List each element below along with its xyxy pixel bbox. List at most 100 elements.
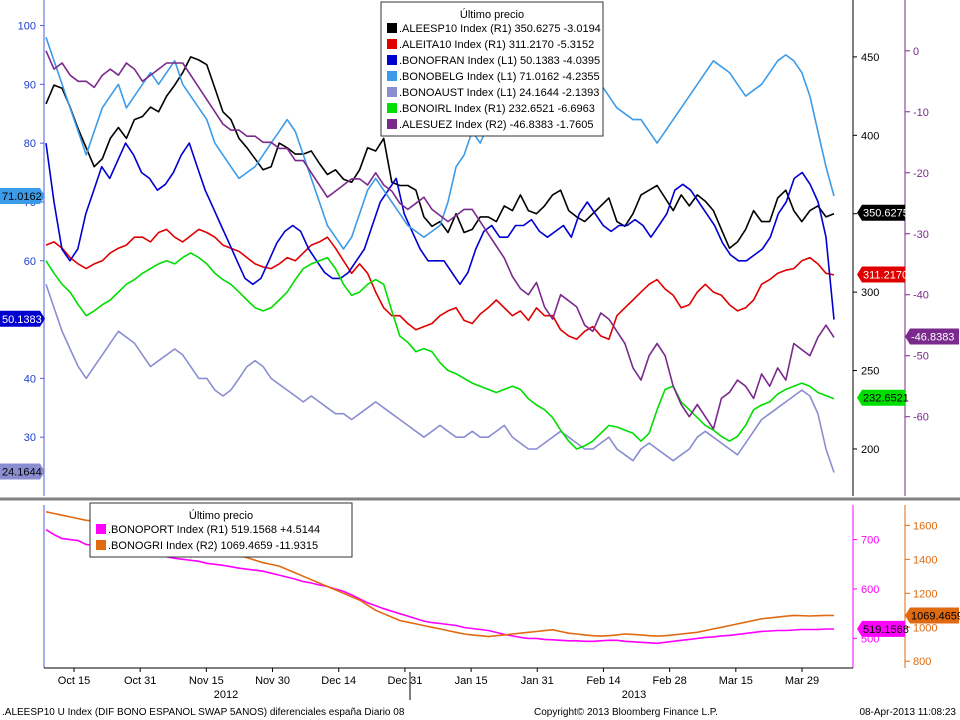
right1-axis-tick-label: 250 <box>861 366 879 378</box>
tick-labels: 30405060708090100200250300350400450-60-5… <box>18 21 938 701</box>
x-axis-tick-label: Oct 15 <box>58 675 90 687</box>
x-axis-tick-label: Nov 30 <box>255 675 290 687</box>
top-panel-series <box>45 37 835 473</box>
legend-entry-label: .BONOPORT Index (R1) 519.1568 +4.5144 <box>108 524 320 536</box>
last-value-tag: -46.8383 <box>905 328 959 345</box>
right2-axis-tick-label: -20 <box>913 168 929 180</box>
legend-swatch <box>387 55 397 65</box>
bottom-right2-axis-tick-label: 1600 <box>913 520 937 532</box>
legend-entry-label: .ALESUEZ Index (R2) -46.8383 -1.7605 <box>399 119 593 131</box>
bottom-right2-axis-tick-label: 1400 <box>913 554 937 566</box>
footer-source: .ALEESP10 U Index (DIF BONO ESPANOL SWAP… <box>2 707 405 718</box>
top-legend: Último precio .ALEESP10 Index (R1) 350.62… <box>380 1 604 137</box>
bottom-right2-axis-tick-label: 800 <box>913 656 931 668</box>
x-axis-tick-label: Dec 14 <box>321 675 356 687</box>
legend-swatch <box>387 71 397 81</box>
x-axis-tick-label: Mar 29 <box>785 675 819 687</box>
legend-entry-label: .BONOGRI Index (R2) 1069.4659 -11.9315 <box>108 540 318 552</box>
tag-label: -46.8383 <box>911 331 954 343</box>
bottom-legend: Último precio .BONOPORT Index (R1) 519.15… <box>89 502 353 558</box>
series-line-bonofranindex <box>45 142 835 320</box>
tag-box <box>0 463 45 480</box>
footer-copyright: Copyright© 2013 Bloomberg Finance L.P. <box>534 707 718 718</box>
year-label: 2013 <box>622 689 646 701</box>
tag-box <box>905 607 959 624</box>
legend-entry-label: .ALEESP10 Index (R1) 350.6275 -3.0194 <box>399 23 601 35</box>
last-value-tag: 311.2170 <box>857 266 908 283</box>
left-axis-tick-label: 80 <box>24 138 36 150</box>
tag-label: 50.1383 <box>2 314 42 326</box>
legend-box <box>380 1 604 137</box>
bottom-right1-axis-tick-label: 700 <box>861 535 879 547</box>
x-axis-tick-label: Oct 31 <box>124 675 156 687</box>
last-value-tags: 71.0162 50.1383 24.1644 350.6275 311.2170 232… <box>0 187 960 637</box>
right1-axis-tick-label: 450 <box>861 52 879 64</box>
right1-axis-tick-label: 200 <box>861 444 879 456</box>
legend-entry-label: .BONOFRAN Index (L1) 50.1383 -4.0395 <box>399 55 600 67</box>
tag-label: 519.1568 <box>863 624 909 636</box>
bottom-right2-axis-tick-label: 1200 <box>913 588 937 600</box>
last-value-tag: 232.6521 <box>857 389 909 406</box>
tag-label: 71.0162 <box>2 191 42 203</box>
series-line-bonobelgindex <box>45 37 835 250</box>
series-line-bonoirlindex <box>45 252 835 450</box>
left-axis-tick-label: 30 <box>24 432 36 444</box>
tag-box <box>0 310 45 327</box>
left-axis-tick-label: 100 <box>18 21 36 33</box>
tag-box <box>857 204 905 221</box>
x-axis-tick-label: Dec 31 <box>387 675 422 687</box>
left-axis-tick-label: 90 <box>24 79 36 91</box>
legend-swatch <box>387 103 397 113</box>
series-line-bonoaustindex <box>45 284 835 473</box>
bottom-right2-axis-tick-label: 1000 <box>913 622 937 634</box>
series-line-bonoportindex <box>45 529 834 645</box>
footer-timestamp: 08-Apr-2013 11:08:23 <box>859 707 956 718</box>
tag-box <box>857 620 905 637</box>
right2-axis-tick-label: -50 <box>913 351 929 363</box>
axes <box>0 0 960 700</box>
legend-swatch <box>387 39 397 49</box>
legend-swatch <box>387 23 397 33</box>
legend-swatch <box>96 540 106 550</box>
tag-box <box>905 328 959 345</box>
x-axis-tick-label: Jan 15 <box>455 675 488 687</box>
tag-box <box>0 187 45 204</box>
x-axis-tick-label: Jan 31 <box>521 675 554 687</box>
right1-axis-tick-label: 300 <box>861 287 879 299</box>
legend-swatch <box>96 524 106 534</box>
right2-axis-tick-label: -60 <box>913 412 929 424</box>
last-value-tag: 24.1644 <box>0 463 45 480</box>
tag-box <box>857 389 905 406</box>
tag-box <box>857 266 905 283</box>
legend-swatch <box>387 119 397 129</box>
legend-entry-label: .BONOAUST Index (L1) 24.1644 -2.1393 <box>399 87 599 99</box>
last-value-tag: 519.1568 <box>857 620 909 637</box>
series-line-aleita10index <box>45 228 835 341</box>
year-label: 2012 <box>214 689 238 701</box>
legend-box <box>89 502 353 558</box>
series-line-aleesp10index <box>45 56 835 249</box>
legend-title: Último precio <box>460 8 524 21</box>
bottom-right1-axis-tick-label: 600 <box>861 584 879 596</box>
left-axis-tick-label: 40 <box>24 373 36 385</box>
last-value-tag: 350.6275 <box>857 204 909 221</box>
right2-axis-tick-label: -10 <box>913 107 929 119</box>
legend-entry-label: .BONOBELG Index (L1) 71.0162 -4.2355 <box>399 71 600 83</box>
last-value-tag: 1069.4659 <box>905 607 960 624</box>
right2-axis-tick-label: -40 <box>913 290 929 302</box>
left-axis-tick-label: 60 <box>24 256 36 268</box>
x-axis-tick-label: Nov 15 <box>189 675 224 687</box>
series-line-alesuezindex <box>45 50 835 430</box>
legend-swatch <box>387 87 397 97</box>
legend-entry-label: .BONOIRL Index (R1) 232.6521 -6.6963 <box>399 103 595 115</box>
tag-label: 1069.4659 <box>911 610 960 622</box>
tag-label: 232.6521 <box>863 393 909 405</box>
tag-label: 350.6275 <box>863 208 909 220</box>
x-axis-tick-label: Feb 28 <box>653 675 687 687</box>
tag-label: 311.2170 <box>863 270 908 282</box>
legend-entry-label: .ALEITA10 Index (R1) 311.2170 -5.3152 <box>399 39 594 51</box>
x-axis-tick-label: Feb 14 <box>586 675 620 687</box>
last-value-tag: 50.1383 <box>0 310 45 327</box>
right2-axis-tick-label: -30 <box>913 229 929 241</box>
